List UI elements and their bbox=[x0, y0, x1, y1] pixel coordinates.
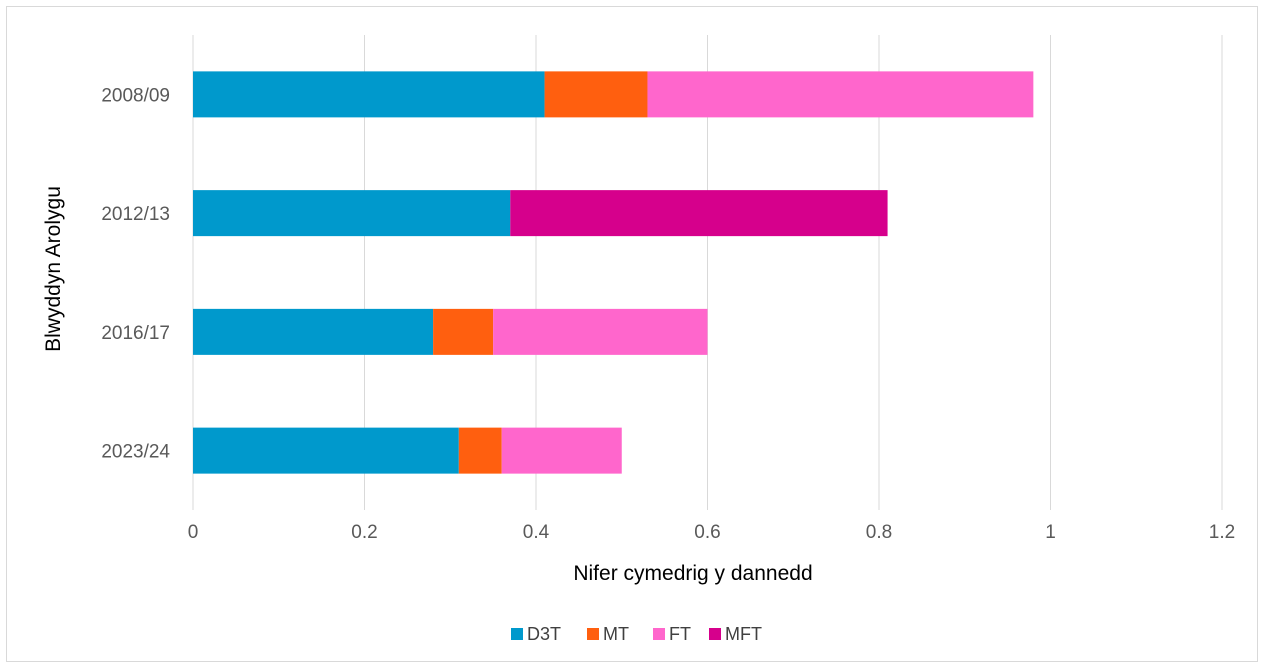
legend-label-d3t: D3T bbox=[527, 624, 561, 644]
bar-ft bbox=[493, 308, 708, 355]
legend-swatch-ft bbox=[653, 628, 665, 640]
legend-label-mft: MFT bbox=[725, 624, 762, 644]
x-tick-label: 0.8 bbox=[866, 522, 892, 543]
y-axis-ticks: 2008/09 2012/13 2016/17 2023/24 bbox=[101, 85, 170, 462]
x-axis-ticks: 0 0.2 0.4 0.6 0.8 1 1.2 bbox=[188, 522, 1236, 543]
bar-mft bbox=[510, 190, 888, 237]
x-tick-label: 0.4 bbox=[523, 522, 550, 543]
bar-d3t bbox=[193, 308, 434, 355]
bar-mt bbox=[544, 71, 648, 118]
y-tick-label: 2016/17 bbox=[101, 323, 170, 344]
y-tick-label: 2023/24 bbox=[101, 442, 170, 463]
x-tick-label: 1.2 bbox=[1209, 522, 1235, 543]
y-axis-title: Blwyddyn Arolygu bbox=[42, 186, 65, 352]
x-tick-label: 1 bbox=[1045, 522, 1056, 543]
x-tick-label: 0.2 bbox=[351, 522, 377, 543]
legend-label-ft: FT bbox=[669, 624, 691, 644]
legend-swatch-mt bbox=[587, 628, 599, 640]
bar-ft bbox=[501, 427, 622, 474]
legend: D3T MT FT MFT bbox=[511, 624, 762, 644]
bars bbox=[193, 71, 1034, 474]
x-tick-label: 0.6 bbox=[694, 522, 720, 543]
y-tick-label: 2012/13 bbox=[101, 204, 170, 225]
bar-d3t bbox=[193, 190, 511, 237]
legend-label-mt: MT bbox=[603, 624, 629, 644]
x-axis-title: Nifer cymedrig y dannedd bbox=[573, 562, 812, 585]
legend-swatch-d3t bbox=[511, 628, 523, 640]
bar-ft bbox=[647, 71, 1034, 118]
bar-d3t bbox=[193, 427, 459, 474]
bar-mt bbox=[433, 308, 494, 355]
bar-mt bbox=[458, 427, 502, 474]
legend-swatch-mft bbox=[709, 628, 721, 640]
x-tick-label: 0 bbox=[188, 522, 199, 543]
y-tick-label: 2008/09 bbox=[101, 85, 170, 106]
bar-d3t bbox=[193, 71, 545, 118]
